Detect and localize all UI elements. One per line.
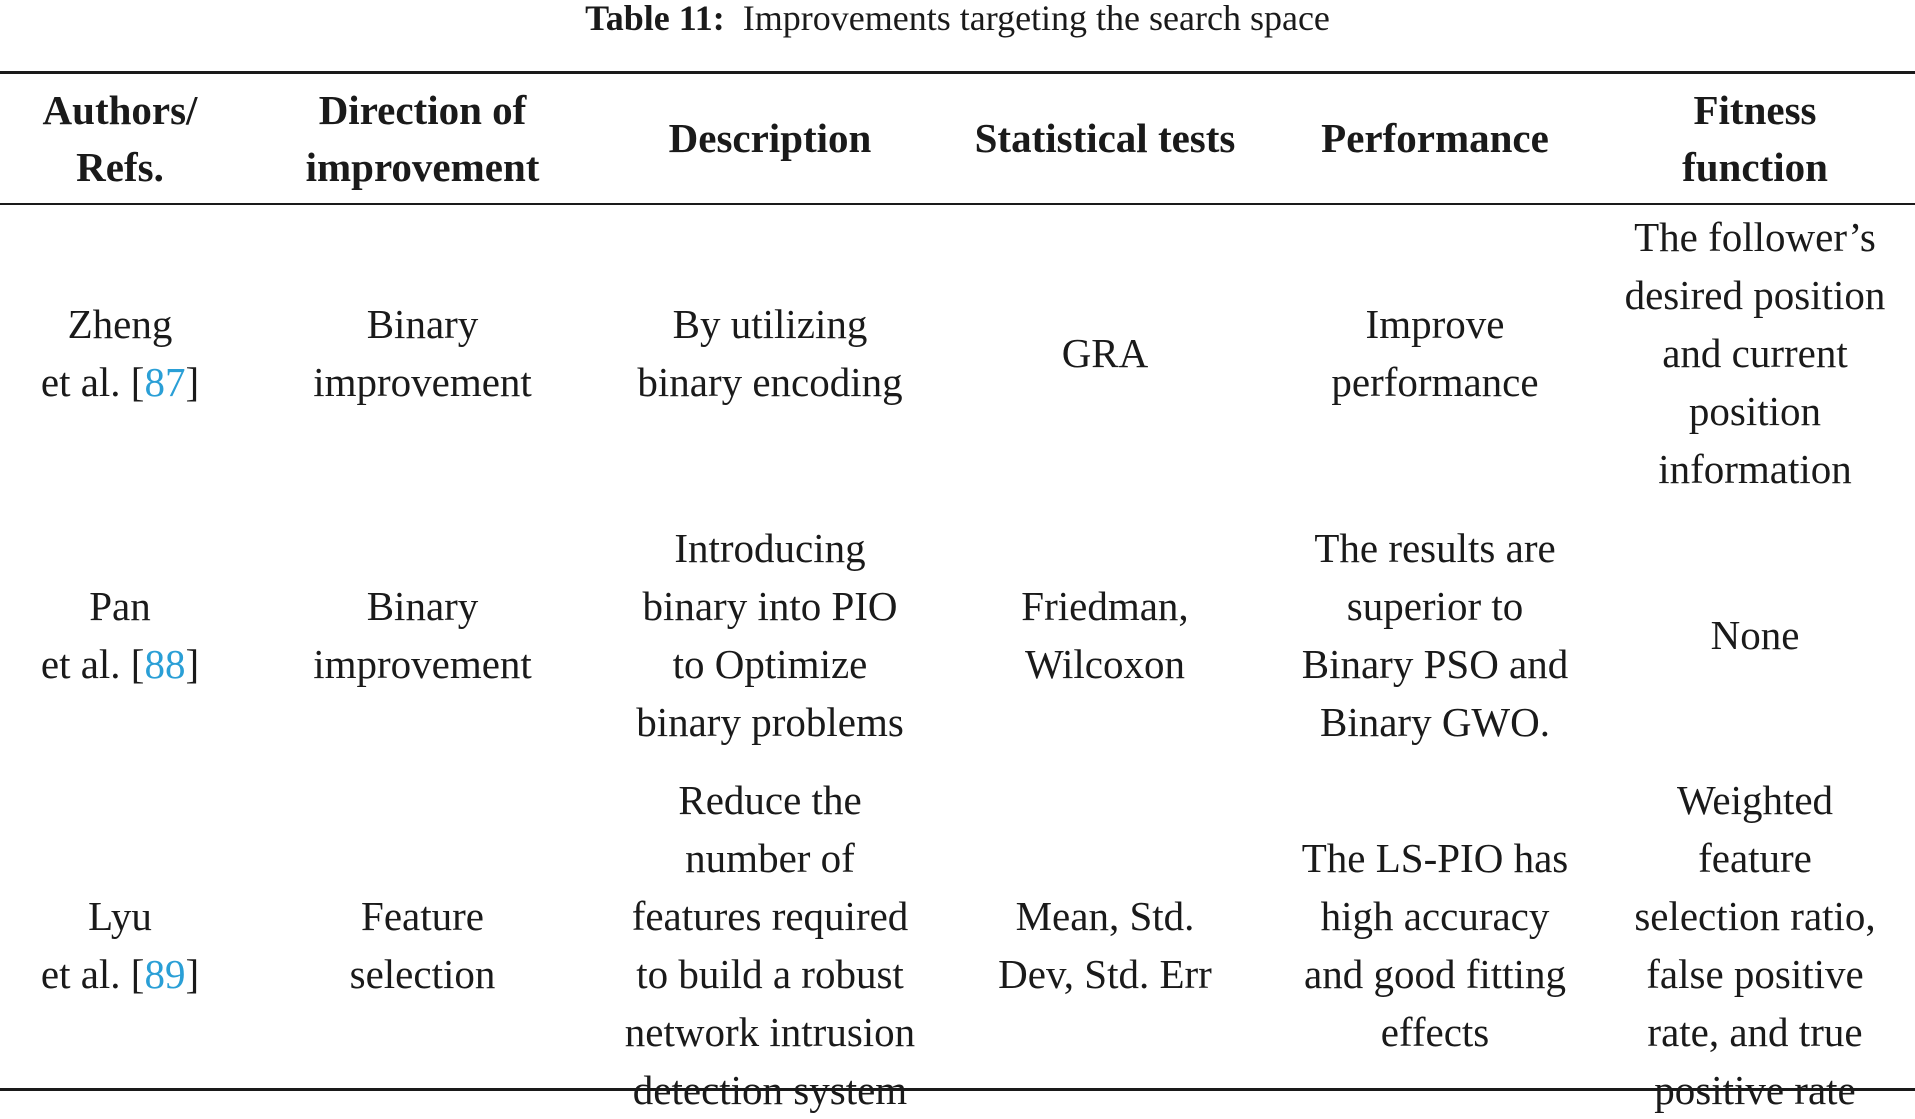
header-row: Authors/ Refs. Direction of improvement … (0, 74, 1915, 203)
performance-cell: The LS-PIO has high accuracy and good fi… (1301, 834, 1569, 1055)
direction-cell: Feature selection (349, 892, 496, 997)
table-title: Improvements targeting the search space (742, 0, 1330, 38)
reference-link[interactable]: 87 (144, 358, 186, 405)
description-cell: Reduce the number of features required t… (624, 776, 916, 1113)
header-direction-of-improvement: Direction of improvement (305, 86, 540, 190)
table-top-rule (0, 71, 1915, 74)
table-row: Pan et al. [88] Binary improvement Intro… (0, 500, 1915, 770)
table-row: Lyu et al. [89] Feature selection Reduce… (0, 770, 1915, 1119)
table-number-label: Table 11: (585, 0, 725, 38)
performance-cell: Improve performance (1331, 300, 1539, 405)
description-cell: By utilizing binary encoding (637, 300, 903, 405)
table-header-rule (0, 203, 1915, 205)
direction-cell: Binary improvement (313, 583, 532, 687)
header-statistical-tests: Statistical tests (974, 115, 1236, 161)
author-cell: Lyu et al. [89] (40, 892, 200, 997)
fitness-function-cell: The follower’s desired position and curr… (1624, 213, 1886, 492)
direction-cell: Binary improvement (313, 300, 532, 405)
author-cell: Pan et al. [88] (40, 583, 200, 687)
description-cell: Introducing binary into PIO to Optimize … (636, 525, 904, 745)
fitness-function-cell: Weighted feature selection ratio, false … (1634, 776, 1876, 1113)
header-authors-refs: Authors/ Refs. (42, 86, 198, 190)
statistical-tests-cell: Friedman, Wilcoxon (1021, 583, 1189, 687)
table-caption: Table 11: Improvements targeting the sea… (0, 0, 1915, 36)
fitness-function-cell: None (1710, 612, 1800, 658)
header-performance: Performance (1321, 115, 1549, 161)
statistical-tests-cell: GRA (1061, 329, 1149, 376)
reference-link[interactable]: 89 (144, 950, 186, 997)
performance-cell: The results are superior to Binary PSO a… (1301, 525, 1569, 745)
header-fitness-function: Fitness function (1682, 86, 1828, 190)
table-bottom-rule (0, 1088, 1915, 1091)
reference-link[interactable]: 88 (144, 641, 186, 687)
author-cell: Zheng et al. [87] (40, 300, 200, 405)
improvements-table: Authors/ Refs. Direction of improvement … (0, 74, 1915, 1119)
table-row: Zheng et al. [87] Binary improvement By … (0, 205, 1915, 500)
header-description: Description (668, 115, 872, 161)
statistical-tests-cell: Mean, Std. Dev, Std. Err (998, 892, 1212, 997)
